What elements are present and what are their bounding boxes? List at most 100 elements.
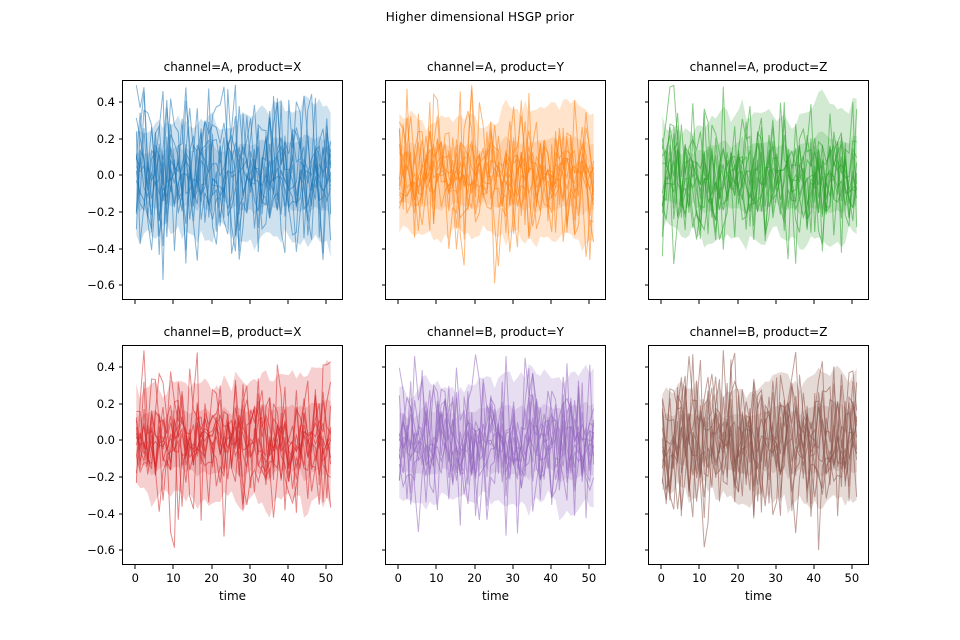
x-tick-mark	[397, 300, 399, 304]
x-tick-mark	[172, 565, 174, 569]
y-tick-mark	[118, 101, 122, 103]
subplot-title: channel=B, product=Y	[427, 325, 564, 339]
x-axis-label: time	[218, 589, 247, 603]
x-tick-label: 40	[806, 571, 822, 585]
x-tick-mark	[660, 300, 662, 304]
y-tick-label: −0.4	[87, 241, 115, 256]
y-tick-label: 0.0	[96, 168, 115, 183]
plot-area	[648, 345, 869, 565]
x-tick-label: 10	[166, 571, 181, 585]
x-tick-mark	[737, 300, 739, 304]
x-tick-label: 50	[844, 571, 860, 585]
plot-area	[648, 80, 869, 300]
x-axis-label: time	[481, 589, 510, 603]
x-tick-label: 50	[318, 571, 334, 585]
x-tick-label: 0	[131, 571, 139, 585]
subplot-b-z: channel=B, product=Z 0 10 20 30 40 50 time	[644, 325, 869, 603]
x-tick-mark	[698, 300, 700, 304]
y-tick-mark	[118, 439, 122, 441]
y-tick-mark	[644, 476, 648, 478]
x-tick-mark	[851, 300, 853, 304]
y-tick-label: −0.2	[87, 470, 115, 484]
x-tick-mark	[698, 565, 700, 569]
y-tick-mark	[118, 513, 122, 515]
x-tick-mark	[287, 565, 289, 569]
x-tick-mark	[435, 300, 437, 304]
y-tick-label: −0.4	[87, 506, 115, 521]
y-tick-mark	[118, 476, 122, 478]
x-tick-mark	[435, 565, 437, 569]
x-tick-mark	[325, 565, 327, 569]
y-tick-mark	[644, 248, 648, 250]
y-tick-label: 0.4	[96, 95, 115, 109]
x-tick-mark	[775, 565, 777, 569]
x-tick-mark	[325, 300, 327, 304]
y-tick-mark	[381, 439, 385, 441]
y-tick-label: −0.6	[87, 278, 115, 293]
y-tick-label: −0.6	[87, 543, 115, 558]
y-tick-mark	[118, 403, 122, 405]
x-tick-label: 20	[204, 571, 219, 585]
y-tick-mark	[381, 174, 385, 176]
x-tick-label: 0	[394, 571, 402, 585]
x-tick-label: 0	[657, 571, 665, 585]
y-tick-label: −0.2	[87, 205, 115, 219]
subplot-a-x: channel=A, product=X 0.4 0.2 0.0 −0.2 −0.4 −0.…	[87, 60, 343, 304]
subplot-title: channel=A, product=Z	[689, 60, 828, 74]
x-tick-label: 10	[429, 571, 444, 585]
x-tick-mark	[397, 565, 399, 569]
y-tick-mark	[118, 174, 122, 176]
x-tick-label: 40	[280, 571, 296, 585]
y-tick-mark	[644, 549, 648, 551]
x-tick-mark	[249, 300, 251, 304]
subplot-title: channel=B, product=Z	[689, 325, 828, 339]
y-tick-mark	[381, 101, 385, 103]
plot-area	[122, 345, 343, 565]
x-tick-mark	[249, 565, 251, 569]
x-tick-mark	[588, 300, 590, 304]
plot-area	[385, 80, 606, 300]
x-tick-mark	[550, 565, 552, 569]
y-tick-mark	[381, 366, 385, 368]
y-tick-label: 0.0	[96, 433, 115, 448]
y-tick-mark	[118, 248, 122, 250]
y-tick-mark	[644, 513, 648, 515]
x-tick-mark	[134, 300, 136, 304]
subplot-title: channel=A, product=X	[163, 60, 302, 74]
x-tick-mark	[660, 565, 662, 569]
x-tick-mark	[851, 565, 853, 569]
x-tick-mark	[512, 565, 514, 569]
x-tick-mark	[211, 300, 213, 304]
y-tick-mark	[644, 101, 648, 103]
subplot-a-z: channel=A, product=Z	[644, 60, 869, 304]
y-tick-mark	[118, 366, 122, 368]
y-tick-mark	[644, 366, 648, 368]
subplot-b-x: channel=B, product=X 0.4 0.2 0.0 −0.2 −0.4 −0.…	[87, 325, 343, 603]
y-tick-mark	[118, 211, 122, 213]
y-tick-mark	[381, 138, 385, 140]
x-tick-mark	[813, 300, 815, 304]
y-tick-mark	[644, 284, 648, 286]
x-axis-label: time	[744, 589, 773, 603]
x-tick-mark	[474, 565, 476, 569]
x-tick-mark	[474, 300, 476, 304]
y-tick-mark	[381, 211, 385, 213]
x-tick-label: 10	[692, 571, 707, 585]
y-tick-label: 0.2	[96, 131, 115, 146]
x-tick-label: 30	[242, 571, 257, 585]
x-tick-label: 30	[768, 571, 783, 585]
y-tick-mark	[118, 549, 122, 551]
y-tick-mark	[381, 549, 385, 551]
x-tick-label: 50	[581, 571, 597, 585]
y-tick-mark	[644, 138, 648, 140]
x-tick-mark	[172, 300, 174, 304]
y-tick-mark	[381, 403, 385, 405]
x-tick-mark	[737, 565, 739, 569]
subplot-title: channel=B, product=X	[163, 325, 302, 339]
x-tick-label: 20	[730, 571, 745, 585]
subplot-a-y: channel=A, product=Y	[381, 60, 606, 304]
y-tick-mark	[644, 174, 648, 176]
x-tick-mark	[211, 565, 213, 569]
y-tick-mark	[118, 138, 122, 140]
